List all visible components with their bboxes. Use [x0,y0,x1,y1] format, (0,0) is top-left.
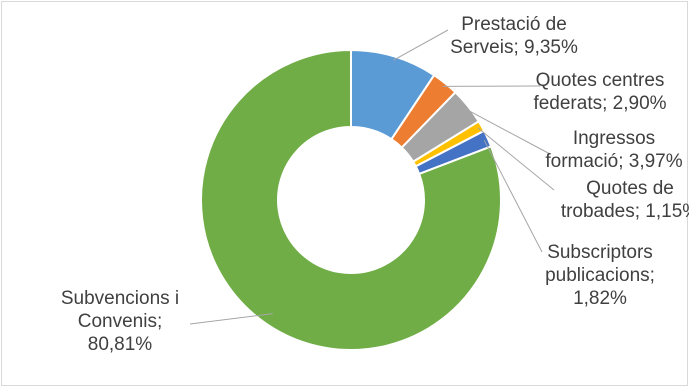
leader-line-1 [393,29,449,61]
leader-line-4 [477,127,555,191]
data-label-line: Prestació de [461,14,567,35]
data-label-line: publicacions; [545,265,655,286]
data-label-line: trobades; 1,15% [561,201,689,222]
data-label-line: Convenis; [78,311,163,332]
data-label-4: Quotes de trobades; 1,15% [561,178,689,222]
data-label-2: Quotes centres federats; 2,90% [533,70,666,114]
data-label-line: Subvencions i [61,288,179,309]
data-label-line: Subscriptors [547,242,653,263]
data-label-line: Quotes de [586,178,674,199]
data-label-6: Subvencions i Convenis; 80,81% [61,288,179,355]
data-label-line: Quotes centres [536,70,665,91]
slice-6 [200,48,502,351]
data-label-1: Prestació de Serveis; 9,35% [450,14,578,58]
data-label-line: 1,82% [573,288,627,309]
leader-line-6 [189,313,273,325]
data-label-5: Subscriptors publicacions; 1,82% [545,242,655,309]
data-label-3: Ingressos formació; 3,97% [545,128,682,172]
leader-line-5 [483,139,543,253]
data-label-line: Ingressos [573,128,655,149]
data-label-line: federats; 2,90% [533,93,666,114]
leader-line-3 [464,108,551,155]
data-label-line: 80,81% [88,334,153,355]
data-label-line: formació; 3,97% [545,151,682,172]
data-label-line: Serveis; 9,35% [450,37,578,58]
